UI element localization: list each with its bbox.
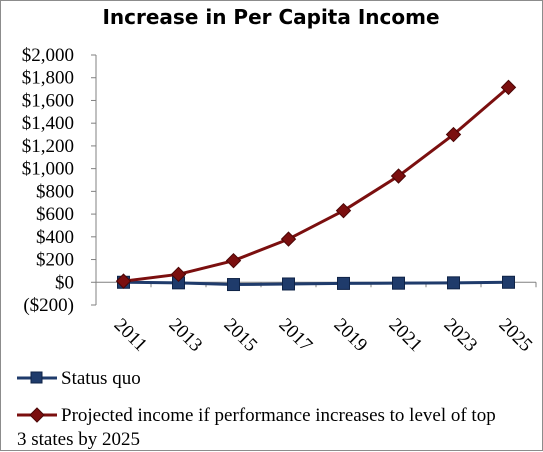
legend-label: Status quo bbox=[61, 368, 141, 389]
legend-square-marker bbox=[30, 371, 43, 384]
y-tick-label: $1,200 bbox=[22, 136, 74, 157]
data-point-square bbox=[227, 278, 240, 292]
data-point-square bbox=[337, 276, 350, 290]
data-point-diamond bbox=[335, 202, 352, 219]
y-tick-label: $600 bbox=[36, 204, 74, 225]
x-tick-label: 2019 bbox=[330, 314, 372, 356]
data-point-diamond bbox=[445, 126, 462, 143]
y-tick-label: $2,000 bbox=[22, 45, 74, 66]
data-point-diamond bbox=[225, 252, 242, 269]
series-projected-income bbox=[115, 79, 517, 289]
y-tick-label: $1,400 bbox=[22, 113, 74, 134]
y-tick-label: ($200) bbox=[23, 295, 74, 316]
data-point-diamond bbox=[170, 266, 187, 283]
y-tick-label: $200 bbox=[36, 250, 74, 271]
data-point-square bbox=[502, 275, 515, 289]
data-point-diamond bbox=[280, 231, 297, 247]
tick-labels: ($200)$0$200$400$600$800$1,000$1,200$1,4… bbox=[22, 45, 536, 356]
x-tick-label: 2013 bbox=[165, 314, 207, 356]
y-tick-label: $400 bbox=[36, 227, 74, 248]
data-point-diamond bbox=[390, 168, 407, 184]
legend-item-status-quo: Status quo bbox=[17, 368, 141, 389]
x-tick-label: 2021 bbox=[385, 314, 427, 356]
y-tick-label: $1,800 bbox=[22, 68, 74, 89]
x-tick-label: 2017 bbox=[275, 314, 317, 356]
legend-diamond-marker bbox=[29, 407, 45, 423]
y-tick-label: $1,600 bbox=[22, 90, 74, 111]
legend-label: Projected income if performance increase… bbox=[17, 405, 500, 450]
data-point-square bbox=[392, 276, 405, 290]
data-point-square bbox=[447, 276, 460, 290]
y-tick-label: $0 bbox=[55, 272, 74, 293]
series-line bbox=[123, 280, 509, 287]
chart-title: Increase in Per Capita Income bbox=[102, 5, 439, 29]
y-tick-label: $1,000 bbox=[22, 159, 74, 180]
x-tick-label: 2015 bbox=[220, 314, 262, 356]
data-point-diamond bbox=[500, 79, 517, 96]
axes bbox=[91, 54, 537, 306]
x-tick-label: 2025 bbox=[495, 314, 537, 356]
data-point-diamond bbox=[115, 273, 132, 289]
legend-label-line-2: 3 states by 2025 bbox=[17, 429, 140, 450]
legend-item-projected-income: Projected income if performance increase… bbox=[17, 405, 500, 450]
x-tick-label: 2011 bbox=[110, 314, 151, 355]
series-group bbox=[115, 79, 517, 292]
data-point-square bbox=[282, 277, 295, 291]
x-tick-label: 2023 bbox=[440, 314, 482, 356]
series-line bbox=[123, 86, 510, 283]
y-tick-label: $800 bbox=[36, 181, 74, 202]
legend: Status quo Projected income if performan… bbox=[17, 368, 500, 450]
legend-label-line-1: Projected income if performance increase… bbox=[61, 405, 496, 426]
